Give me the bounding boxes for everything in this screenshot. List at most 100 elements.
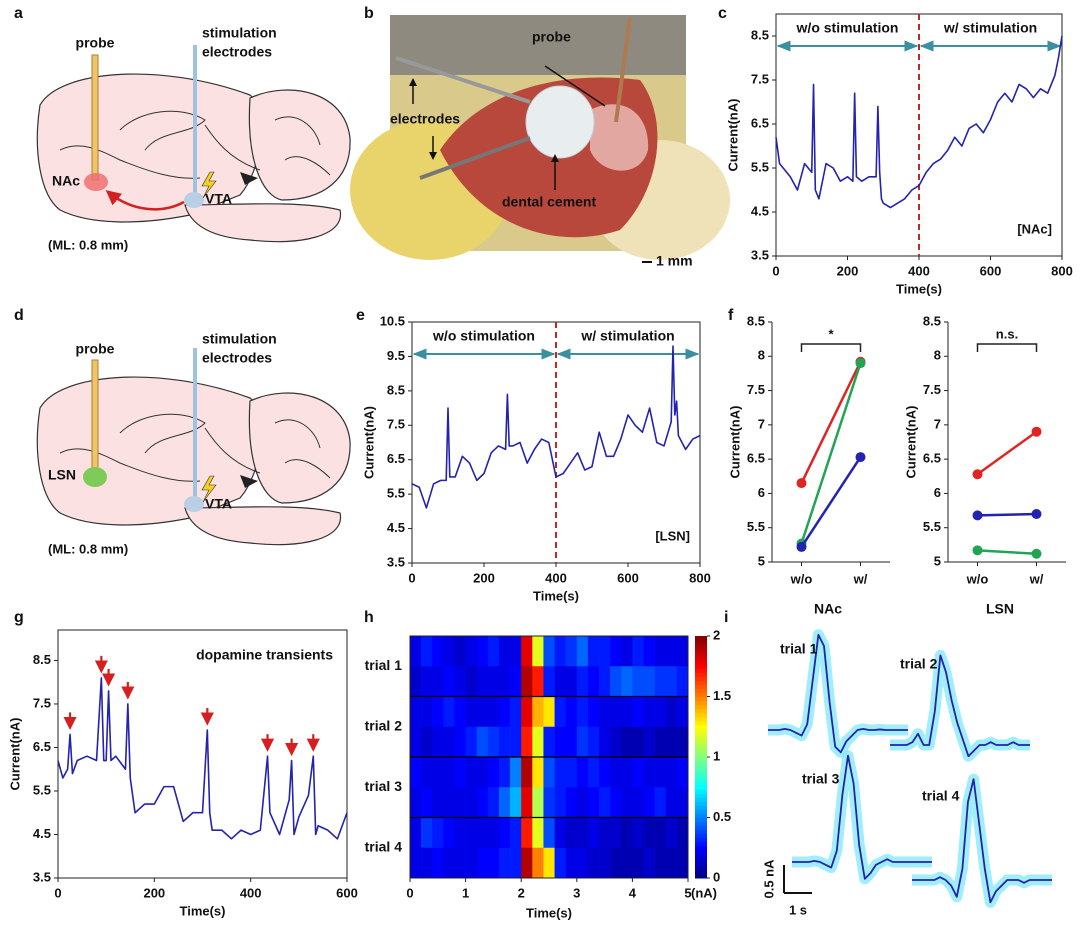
heat-cell [487, 636, 500, 667]
data-point [855, 358, 866, 369]
probe-shaft [91, 359, 99, 473]
label: probe [76, 341, 115, 357]
y-tick-label: 3.5 [751, 247, 769, 262]
heat-cell [510, 757, 522, 788]
colorbar-slice [695, 789, 707, 794]
heat-cell [487, 847, 500, 879]
colorbar-slice [695, 744, 707, 750]
heat-cell [643, 636, 655, 667]
y-tick-label: 5 [758, 553, 765, 568]
y-tick-label: 5.5 [33, 782, 51, 797]
heat-cell [521, 757, 533, 788]
heat-cell [665, 787, 678, 818]
colorbar-slice [695, 765, 707, 770]
x-axis-label: Time(s) [180, 903, 226, 918]
heat-cell [476, 666, 489, 697]
heat-cell [676, 817, 689, 849]
heat-cell [510, 726, 522, 758]
heat-cell [454, 636, 466, 667]
heat-cell [565, 666, 578, 697]
colorbar-slice [695, 809, 707, 814]
heat-cell [565, 817, 578, 849]
row-label: trial 2 [365, 717, 403, 733]
x-tick-label: w/o [966, 571, 989, 586]
heat-cell [476, 787, 489, 818]
x-tick-label: 600 [980, 263, 1002, 278]
data-point [972, 510, 983, 521]
colorbar-slice [695, 748, 707, 754]
panel-letter: i [724, 609, 728, 626]
colorbar-slice [695, 773, 707, 778]
label: dental cement [502, 194, 596, 210]
trace-label: trial 3 [802, 771, 840, 787]
heat-cell [665, 726, 678, 758]
data-line [976, 430, 1038, 476]
y-axis-label: Current(nA) [727, 406, 742, 479]
heat-cell [432, 636, 444, 667]
label: electrodes [202, 44, 272, 60]
heat-cell [554, 787, 566, 818]
heat-cell [410, 696, 422, 728]
heat-cell [498, 666, 511, 697]
heat-cell [465, 636, 478, 667]
column-title: NAc [814, 601, 842, 617]
x-tick-label: 800 [689, 570, 711, 585]
y-tick-label: 8 [758, 348, 765, 363]
y-tick-label: 5 [934, 553, 941, 568]
colorbar-slice [695, 636, 707, 641]
heat-cell [610, 817, 622, 849]
heat-cell [476, 847, 489, 879]
heat-cell [621, 666, 633, 697]
heat-cell [676, 847, 689, 879]
colorbar-slice [695, 700, 707, 706]
heat-cell [510, 847, 522, 879]
heat-cell [532, 757, 544, 788]
colorbar-slice [695, 708, 707, 714]
y-tick-label: 4.5 [387, 520, 405, 535]
heat-cell [576, 817, 589, 849]
colorbar-slice [695, 640, 707, 645]
heat-cell [421, 666, 433, 697]
heat-cell [587, 817, 600, 849]
plot-frame [409, 635, 689, 879]
heat-cell [599, 636, 611, 667]
label: LSN [48, 467, 76, 483]
colorbar-slice [695, 841, 707, 847]
heat-cell [576, 757, 589, 788]
x-tick-label: 600 [336, 885, 358, 900]
heat-cell [465, 787, 478, 818]
heat-cell [565, 787, 578, 818]
heat-cell [421, 636, 433, 667]
label: probe [76, 35, 115, 51]
colorbar-slice [695, 688, 707, 693]
y-tick-label: 6.5 [387, 451, 405, 466]
heat-cell [498, 787, 511, 818]
heat-cell [532, 787, 544, 818]
x-tick-label: 200 [837, 263, 859, 278]
heat-cell [543, 817, 555, 849]
x-tick-label: 0 [772, 263, 779, 278]
heat-cell [554, 757, 566, 788]
data-line [977, 549, 1037, 556]
heat-cell [621, 757, 633, 788]
heat-cell [443, 847, 455, 879]
heat-cell [576, 847, 589, 879]
colorbar-slice [695, 865, 707, 871]
data-line [800, 362, 862, 544]
heat-cell [498, 847, 511, 879]
heat-cell [532, 817, 544, 849]
heat-cell [565, 636, 578, 667]
label: NAc [52, 173, 80, 189]
heat-cell [421, 817, 433, 849]
heat-cell [465, 757, 478, 788]
heat-cell [421, 757, 433, 788]
heat-cell [410, 787, 422, 818]
heat-cell [498, 636, 511, 667]
heat-cell [454, 696, 466, 728]
trace [792, 754, 932, 880]
heat-cell [654, 817, 667, 849]
heat-cell [432, 726, 444, 758]
colorbar-slice [695, 720, 707, 726]
heat-cell [443, 787, 455, 818]
